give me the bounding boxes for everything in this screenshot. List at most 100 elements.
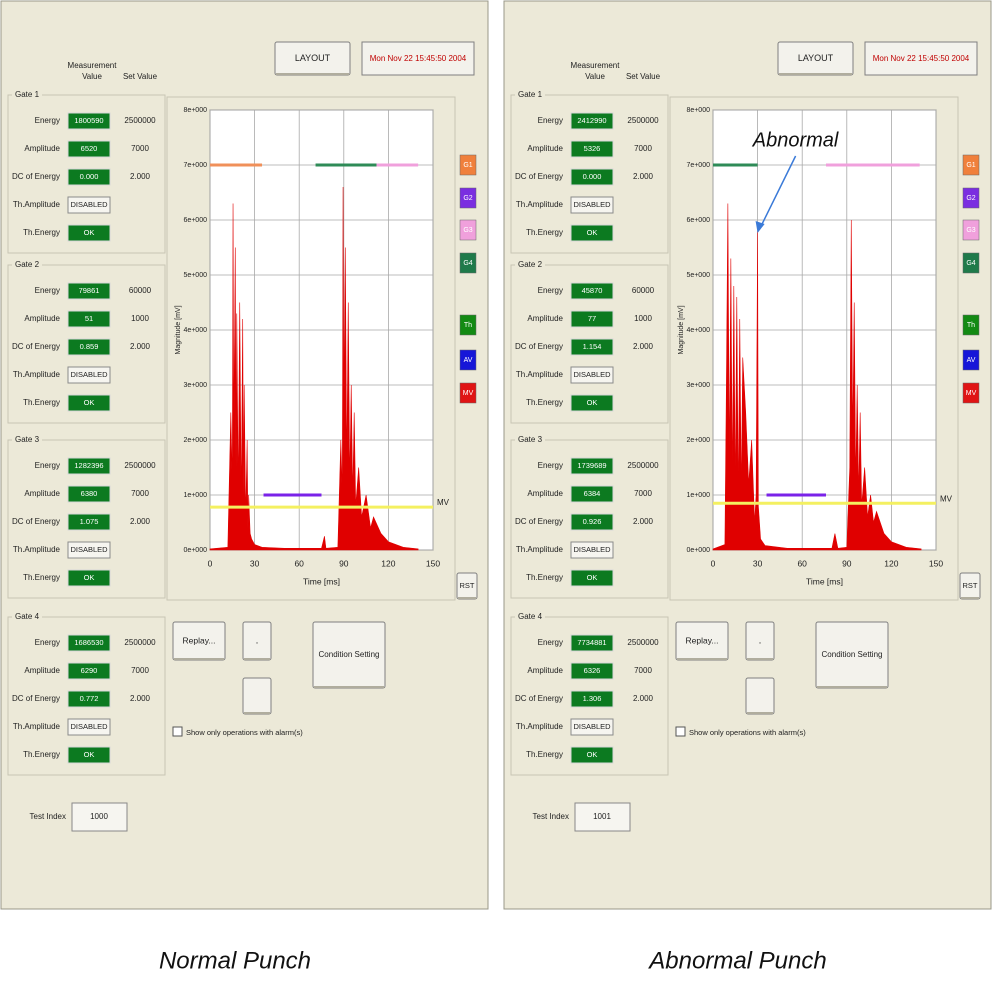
condition-button[interactable]: Condition Setting	[815, 621, 889, 689]
value-box	[67, 718, 111, 736]
gate-title-bg	[515, 90, 545, 100]
gate-box	[7, 264, 166, 424]
dot-button[interactable]: .	[745, 621, 775, 661]
condition-button-label: Condition Setting	[822, 650, 883, 659]
checkbox-label: Show only operations with alarm(s)	[689, 728, 806, 737]
row-label: Th.Energy	[23, 228, 60, 237]
y-tick-label: 1e+000	[183, 492, 207, 499]
legend-label: AV	[967, 357, 976, 364]
value-text: OK	[587, 398, 598, 407]
row-label: Amplitude	[24, 666, 60, 675]
value-text: 1800590	[74, 116, 103, 125]
value-text: OK	[587, 750, 598, 759]
rst-button[interactable]: RST	[959, 572, 981, 600]
value-box	[67, 140, 111, 158]
y-tick-label: 6e+000	[183, 217, 207, 224]
blank-button[interactable]	[242, 677, 272, 715]
row-label: DC of Energy	[515, 342, 563, 351]
row-label: Energy	[35, 461, 60, 470]
set-value: 2.000	[130, 694, 151, 703]
test-index-label: Test Index	[533, 812, 569, 821]
test-index-box	[574, 802, 631, 832]
y-tick-label: 2e+000	[686, 437, 710, 444]
value-text: 1.075	[80, 517, 99, 526]
value-text: 2412990	[577, 116, 606, 125]
layout-button[interactable]: LAYOUT	[274, 41, 351, 76]
blank-button[interactable]	[745, 677, 775, 715]
x-tick-label: 120	[381, 558, 395, 568]
gate-group: Gate 2 Energy 79861 60000 Amplitude 51 1000 DC …	[7, 260, 166, 424]
checkbox[interactable]	[172, 726, 183, 737]
gate-box	[510, 616, 669, 776]
value-text: 0.772	[80, 694, 99, 703]
y-tick-label: 7e+000	[183, 162, 207, 169]
layout-button[interactable]: LAYOUT	[777, 41, 854, 76]
row-label: Energy	[538, 116, 563, 125]
gate-box	[510, 439, 669, 599]
dot-button[interactable]: .	[242, 621, 272, 661]
value-box	[570, 140, 614, 158]
gate-group: Gate 4 Energy 1686530 2500000 Amplitude 6290 7…	[7, 612, 166, 776]
row-label: Energy	[538, 461, 563, 470]
x-tick-label: 60	[294, 558, 304, 568]
checkbox[interactable]	[675, 726, 686, 737]
set-header: Set Value	[123, 72, 158, 81]
value-text: DISABLED	[573, 370, 611, 379]
y-axis-label: Magnitude [mV]	[678, 305, 685, 354]
x-tick-label: 0	[208, 558, 213, 568]
row-label: Amplitude	[527, 489, 563, 498]
layout-button-label: LAYOUT	[798, 53, 834, 63]
set-value: 1000	[634, 314, 652, 323]
condition-button[interactable]: Condition Setting	[312, 621, 386, 689]
gate-title: Gate 2	[15, 260, 40, 269]
value-box	[67, 746, 111, 764]
legend-label: Th	[967, 322, 975, 329]
y-tick-label: 2e+000	[183, 437, 207, 444]
rst-button[interactable]: RST	[456, 572, 478, 600]
set-value: 2500000	[627, 461, 659, 470]
annotation-arrowhead	[755, 221, 765, 233]
value-text: DISABLED	[70, 545, 108, 554]
value-box	[570, 569, 614, 587]
legend-label: G2	[966, 195, 975, 202]
value-text: 51	[85, 314, 93, 323]
value-text: DISABLED	[573, 200, 611, 209]
rst-button-label: RST	[963, 581, 978, 590]
replay-button[interactable]: Replay...	[172, 621, 226, 661]
value-text: OK	[84, 750, 95, 759]
value-box	[570, 224, 614, 242]
blank-button-face	[242, 677, 272, 715]
y-tick-label: 5e+000	[183, 272, 207, 279]
value-box	[570, 634, 614, 652]
gate-group: Gate 3 Energy 1282396 2500000 Amplitude 6380 7…	[7, 435, 166, 599]
value-box	[570, 196, 614, 214]
value-text: 79861	[79, 286, 100, 295]
gate-box	[510, 94, 669, 254]
replay-button[interactable]: Replay...	[675, 621, 729, 661]
y-tick-label: 3e+000	[183, 382, 207, 389]
mv-label: MV	[940, 494, 953, 503]
legend-swatch	[962, 382, 980, 404]
value-text: 77	[588, 314, 596, 323]
set-value: 2500000	[627, 638, 659, 647]
value-box	[67, 485, 111, 503]
set-value: 2.000	[633, 172, 654, 181]
value-box	[67, 541, 111, 559]
legend-swatch	[459, 314, 477, 336]
value-box	[570, 282, 614, 300]
legend-swatch	[459, 154, 477, 176]
legend-swatch	[459, 252, 477, 274]
legend-label: G1	[463, 162, 472, 169]
row-label: Th.Amplitude	[516, 200, 564, 209]
value-box	[570, 662, 614, 680]
legend-swatch	[962, 154, 980, 176]
value-text: 1686530	[74, 638, 103, 647]
caption: Normal Punch	[159, 947, 311, 974]
legend-label: G1	[966, 162, 975, 169]
row-label: DC of Energy	[515, 172, 563, 181]
value-text: DISABLED	[70, 370, 108, 379]
x-tick-label: 30	[250, 558, 260, 568]
set-value: 2500000	[124, 461, 156, 470]
set-value: 7000	[131, 489, 149, 498]
